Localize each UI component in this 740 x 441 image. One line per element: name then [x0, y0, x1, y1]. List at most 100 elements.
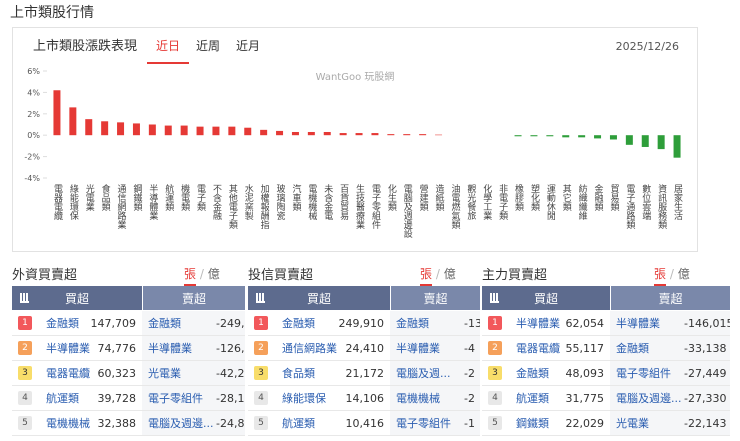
sell-value: -42,2 — [216, 366, 245, 380]
rank-badge: 5 — [488, 416, 502, 430]
row-sell[interactable]: 金融類 -249,3 — [142, 311, 245, 336]
row-sell[interactable]: 電子零組件 -27,449 — [610, 361, 730, 386]
table-title: 外資買賣超 — [12, 268, 78, 283]
bar — [323, 131, 331, 136]
row-buy[interactable]: 2 電器電纜 55,117 — [482, 336, 610, 361]
row-buy[interactable]: 2 通信網路業 24,410 — [248, 336, 390, 361]
row-buy[interactable]: 4 航運類 31,775 — [482, 386, 610, 411]
bar — [196, 126, 204, 136]
stock-group: 半導體業 — [616, 317, 660, 330]
x-tick-label: 汽車類 — [290, 183, 301, 212]
rank-badge: 3 — [18, 366, 32, 380]
x-tick-label: 機電類 — [179, 183, 190, 212]
stock-group: 電機機械 — [396, 392, 440, 405]
row-sell[interactable]: 半導體業 -126,0 — [142, 336, 245, 361]
bar — [355, 133, 363, 136]
buy-value: 21,172 — [345, 366, 385, 380]
bar — [419, 134, 427, 136]
stock-group: 電器電纜 — [516, 342, 560, 355]
stock-group: 半導體業 — [46, 342, 90, 355]
row-sell[interactable]: 半導體業 -146,015 — [610, 311, 730, 336]
row-sell[interactable]: 電腦及週邊... -27,330 — [610, 386, 730, 411]
bar — [148, 124, 156, 136]
row-sell[interactable]: 半導體業 -4 — [390, 336, 480, 361]
unit-tab[interactable]: 億 — [677, 267, 690, 281]
bar — [164, 125, 172, 136]
x-tick-label: 其他電子類 — [227, 184, 238, 230]
bar — [403, 134, 411, 136]
stock-group: 半導體業 — [148, 342, 192, 355]
sell-value: -22,143 — [684, 416, 727, 430]
x-tick-label: 居家生活 — [672, 184, 683, 221]
bar — [69, 107, 77, 136]
bar — [657, 135, 665, 150]
x-tick-label: 鋼鐵類 — [131, 183, 142, 212]
bar — [371, 133, 379, 136]
sell-value: -28,1 — [216, 391, 245, 405]
header-sell: 賣超 — [142, 286, 245, 310]
x-tick-label: 綠能環保 — [68, 183, 79, 221]
row-sell[interactable]: 電子零組件 -1 — [390, 411, 480, 436]
chart: 上市類股漲跌表現 近日 近周 近月 2025/12/26 WantGoo 玩股網… — [24, 38, 683, 239]
row-buy[interactable]: 5 鋼鐵類 22,029 — [482, 411, 610, 436]
buy-value: 31,775 — [565, 391, 605, 405]
chart-panel: 上市類股漲跌表現 近日 近周 近月 2025/12/26 WantGoo 玩股網… — [12, 27, 698, 252]
x-tick-label: 化學工業 — [481, 183, 492, 221]
row-buy[interactable]: 5 電機機械 32,388 — [12, 411, 142, 436]
row-sell[interactable]: 光電業 -22,143 — [610, 411, 730, 436]
x-tick-label: 其它類 — [561, 184, 572, 212]
row-buy[interactable]: 4 航運類 39,728 — [12, 386, 142, 411]
row-buy[interactable]: 2 半導體業 74,776 — [12, 336, 142, 361]
rank-badge: 1 — [488, 316, 502, 330]
row-buy[interactable]: 3 電器電纜 60,323 — [12, 361, 142, 386]
tab[interactable]: 近周 — [196, 39, 220, 53]
stock-group: 金融類 — [46, 317, 79, 330]
bar — [276, 130, 284, 136]
unit-tab[interactable]: 張 — [654, 267, 667, 286]
row-buy[interactable]: 4 綠能環保 14,106 — [248, 386, 390, 411]
row-buy[interactable]: 3 金融類 48,093 — [482, 361, 610, 386]
row-buy[interactable]: 1 金融類 249,910 — [248, 311, 390, 336]
bar — [673, 135, 681, 158]
row-buy[interactable]: 1 金融類 147,709 — [12, 311, 142, 336]
bar — [435, 134, 443, 136]
bar — [291, 131, 299, 136]
x-tick-label: 電子通路類 — [624, 184, 635, 230]
stock-group: 食品類 — [282, 367, 315, 380]
stock-group: 電腦及週邊... — [148, 417, 214, 430]
tab[interactable]: 近月 — [236, 39, 260, 53]
row-sell[interactable]: 光電業 -42,2 — [142, 361, 245, 386]
sell-value: -146,015 — [684, 316, 730, 330]
bar — [180, 125, 188, 136]
x-tick-label: 紡織纖維 — [577, 183, 588, 221]
header-buy: 買超 — [12, 286, 142, 310]
tab[interactable]: 近日 — [156, 39, 180, 53]
sell-value: -13 — [464, 316, 480, 330]
row-sell[interactable]: 金融類 -13 — [390, 311, 480, 336]
row-sell[interactable]: 電腦及週... -2 — [390, 361, 480, 386]
unit-tab[interactable]: 億 — [207, 267, 220, 281]
row-buy[interactable]: 5 航運類 10,416 — [248, 411, 390, 436]
unit-tab[interactable]: 張 — [420, 267, 433, 286]
unit-tab[interactable]: 張 — [184, 267, 197, 286]
row-sell[interactable]: 電腦及週邊... -24,8 — [142, 411, 245, 436]
y-tick-label: -2% — [24, 153, 40, 162]
row-sell[interactable]: 電子零組件 -28,1 — [142, 386, 245, 411]
unit-tab[interactable]: 億 — [443, 267, 456, 281]
header-sell: 賣超 — [610, 286, 730, 310]
row-sell[interactable]: 金融類 -33,138 — [610, 336, 730, 361]
row-buy[interactable]: 1 半導體業 62,054 — [482, 311, 610, 336]
bar — [85, 119, 93, 136]
rank-badge: 1 — [254, 316, 268, 330]
row-sell[interactable]: 電機機械 -2 — [390, 386, 480, 411]
x-tick-label: 非電子類 — [497, 183, 508, 221]
buy-value: 22,029 — [565, 416, 605, 430]
buy-value: 60,323 — [97, 366, 137, 380]
chart-icon — [490, 293, 499, 303]
x-tick-label: 不含金融 — [211, 184, 222, 221]
row-buy[interactable]: 3 食品類 21,172 — [248, 361, 390, 386]
bar — [530, 135, 538, 137]
unit-switch: 張 / 億 — [654, 265, 690, 286]
